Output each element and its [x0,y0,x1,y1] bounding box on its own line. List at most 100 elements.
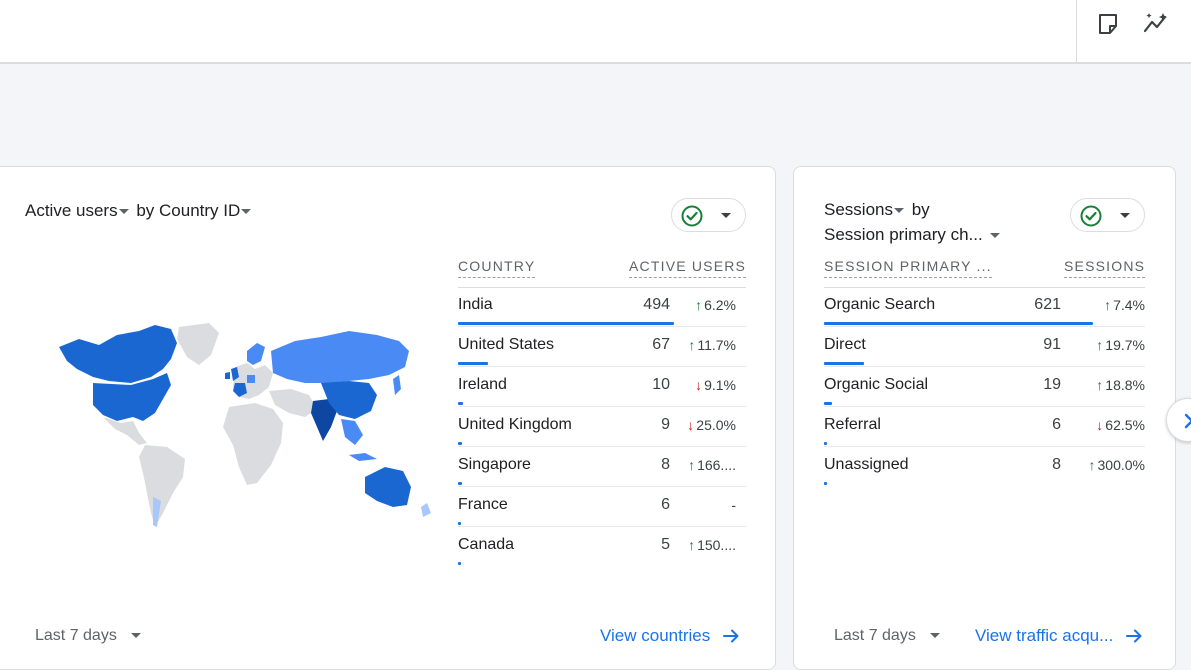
row-value: 19 [1043,376,1061,393]
table-header-rule [458,287,746,288]
table-row[interactable]: United States 67 ↑ 11.7% [458,327,746,367]
column-header-sessions[interactable]: SESSIONS [1064,258,1146,278]
share-bar [458,322,674,325]
column-header-session-primary[interactable]: SESSION PRIMARY ... [824,258,992,278]
world-map[interactable] [59,317,449,537]
note-icon[interactable] [1094,10,1122,38]
data-quality-menu[interactable] [1070,198,1145,232]
map-japan [393,375,401,395]
date-range-selector[interactable]: Last 7 days [35,627,141,645]
chevron-down-icon [118,209,129,215]
row-value: 8 [661,456,670,473]
column-header-active-users[interactable]: ACTIVE USERS [629,258,747,278]
column-header-country[interactable]: COUNTRY [458,258,536,278]
row-name: United Kingdom [458,416,572,433]
chevron-down-icon [893,208,904,214]
row-change: ↑ 166.... [688,457,736,473]
arrow-up-icon: ↑ [1096,337,1104,353]
sessions-by-channel-card: Sessions by Session primary ch... SESSIO… [793,166,1176,670]
table-row[interactable]: Direct 91 ↑ 19.7% [824,327,1145,367]
dimension-selector[interactable]: Session primary ch... [824,225,1003,244]
arrow-right-icon [1126,629,1142,643]
share-bar [824,322,1093,325]
card-title: Sessions by Session primary ch... [824,197,1003,247]
row-change: ↓ 25.0% [687,417,736,433]
arrow-down-icon: ↓ [687,417,695,433]
row-change: ↑ 18.8% [1096,377,1145,393]
arrow-up-icon: ↑ [688,537,696,553]
row-value: 9 [661,416,670,433]
view-countries-link[interactable]: View countries [600,626,740,646]
map-ireland [225,372,230,379]
map-greenland [177,323,219,365]
row-change: ↑ 19.7% [1096,337,1145,353]
row-value: 67 [652,336,670,353]
row-name: Referral [824,416,881,433]
metric-selector[interactable]: Sessions [824,200,907,219]
table-row[interactable]: Referral 6 ↓ 62.5% [824,407,1145,447]
chevron-down-icon [1120,213,1130,218]
share-bar [458,362,488,365]
share-bar [458,482,462,485]
map-australia [365,467,411,507]
card-title: Active users by Country ID [25,198,254,223]
share-bar [824,442,827,445]
dimension-selector[interactable]: Country ID [159,201,254,220]
table-row[interactable]: Unassigned 8 ↑ 300.0% [824,447,1145,487]
map-china [321,381,377,419]
by-label: by [136,201,155,220]
row-change: ↓ 62.5% [1096,417,1145,433]
date-range-selector[interactable]: Last 7 days [834,627,940,645]
table-row[interactable]: India 494 ↑ 6.2% [458,287,746,327]
table-row[interactable]: Canada 5 ↑ 150.... [458,527,746,567]
arrow-up-icon: ↑ [1088,457,1096,473]
row-value: 10 [652,376,670,393]
active-users-by-country-card: Active users by Country ID [0,166,776,670]
table-row[interactable]: Organic Social 19 ↑ 18.8% [824,367,1145,407]
metric-selector[interactable]: Active users [25,201,132,220]
chevron-right-icon [1184,413,1191,429]
table-row[interactable]: France 6 - [458,487,746,527]
table-row[interactable]: Ireland 10 ↓ 9.1% [458,367,746,407]
map-united-states [93,373,171,421]
row-name: Direct [824,336,866,353]
share-bar [824,402,832,405]
row-change: - [731,497,736,513]
arrow-up-icon: ↑ [688,337,696,353]
row-change: ↑ 7.4% [1104,297,1145,313]
check-circle-icon [1080,205,1102,227]
row-value: 6 [1052,416,1061,433]
row-value: 91 [1043,336,1061,353]
table-row[interactable]: Organic Search 621 ↑ 7.4% [824,287,1145,327]
table-row[interactable]: Singapore 8 ↑ 166.... [458,447,746,487]
share-bar [824,482,827,485]
map-southeast-asia [341,419,363,445]
map-mexico [103,417,147,445]
map-united-kingdom [231,367,239,381]
map-russia [271,331,409,383]
row-change: ↑ 150.... [688,537,736,553]
chevron-down-icon [721,213,731,218]
row-name: Ireland [458,376,507,393]
map-germany [247,375,255,383]
share-bar [458,402,463,405]
map-south-america [139,445,185,527]
share-bar [458,522,461,525]
view-traffic-acquisition-link[interactable]: View traffic acqu... [975,626,1143,646]
chevron-down-icon [990,233,1001,239]
map-indonesia [349,453,377,461]
row-change: ↓ 9.1% [695,377,736,393]
data-quality-menu[interactable] [671,198,746,232]
row-value: 621 [1034,296,1061,313]
arrow-right-icon [723,629,739,643]
row-value: 5 [661,536,670,553]
by-label: by [911,200,930,219]
table-row[interactable]: United Kingdom 9 ↓ 25.0% [458,407,746,447]
arrow-down-icon: ↓ [1096,417,1104,433]
insights-sparkle-icon[interactable] [1143,10,1171,38]
row-name: Singapore [458,456,531,473]
map-africa [223,403,283,485]
row-value: 494 [643,296,670,313]
map-france [233,383,247,397]
top-toolbar [0,0,1191,64]
